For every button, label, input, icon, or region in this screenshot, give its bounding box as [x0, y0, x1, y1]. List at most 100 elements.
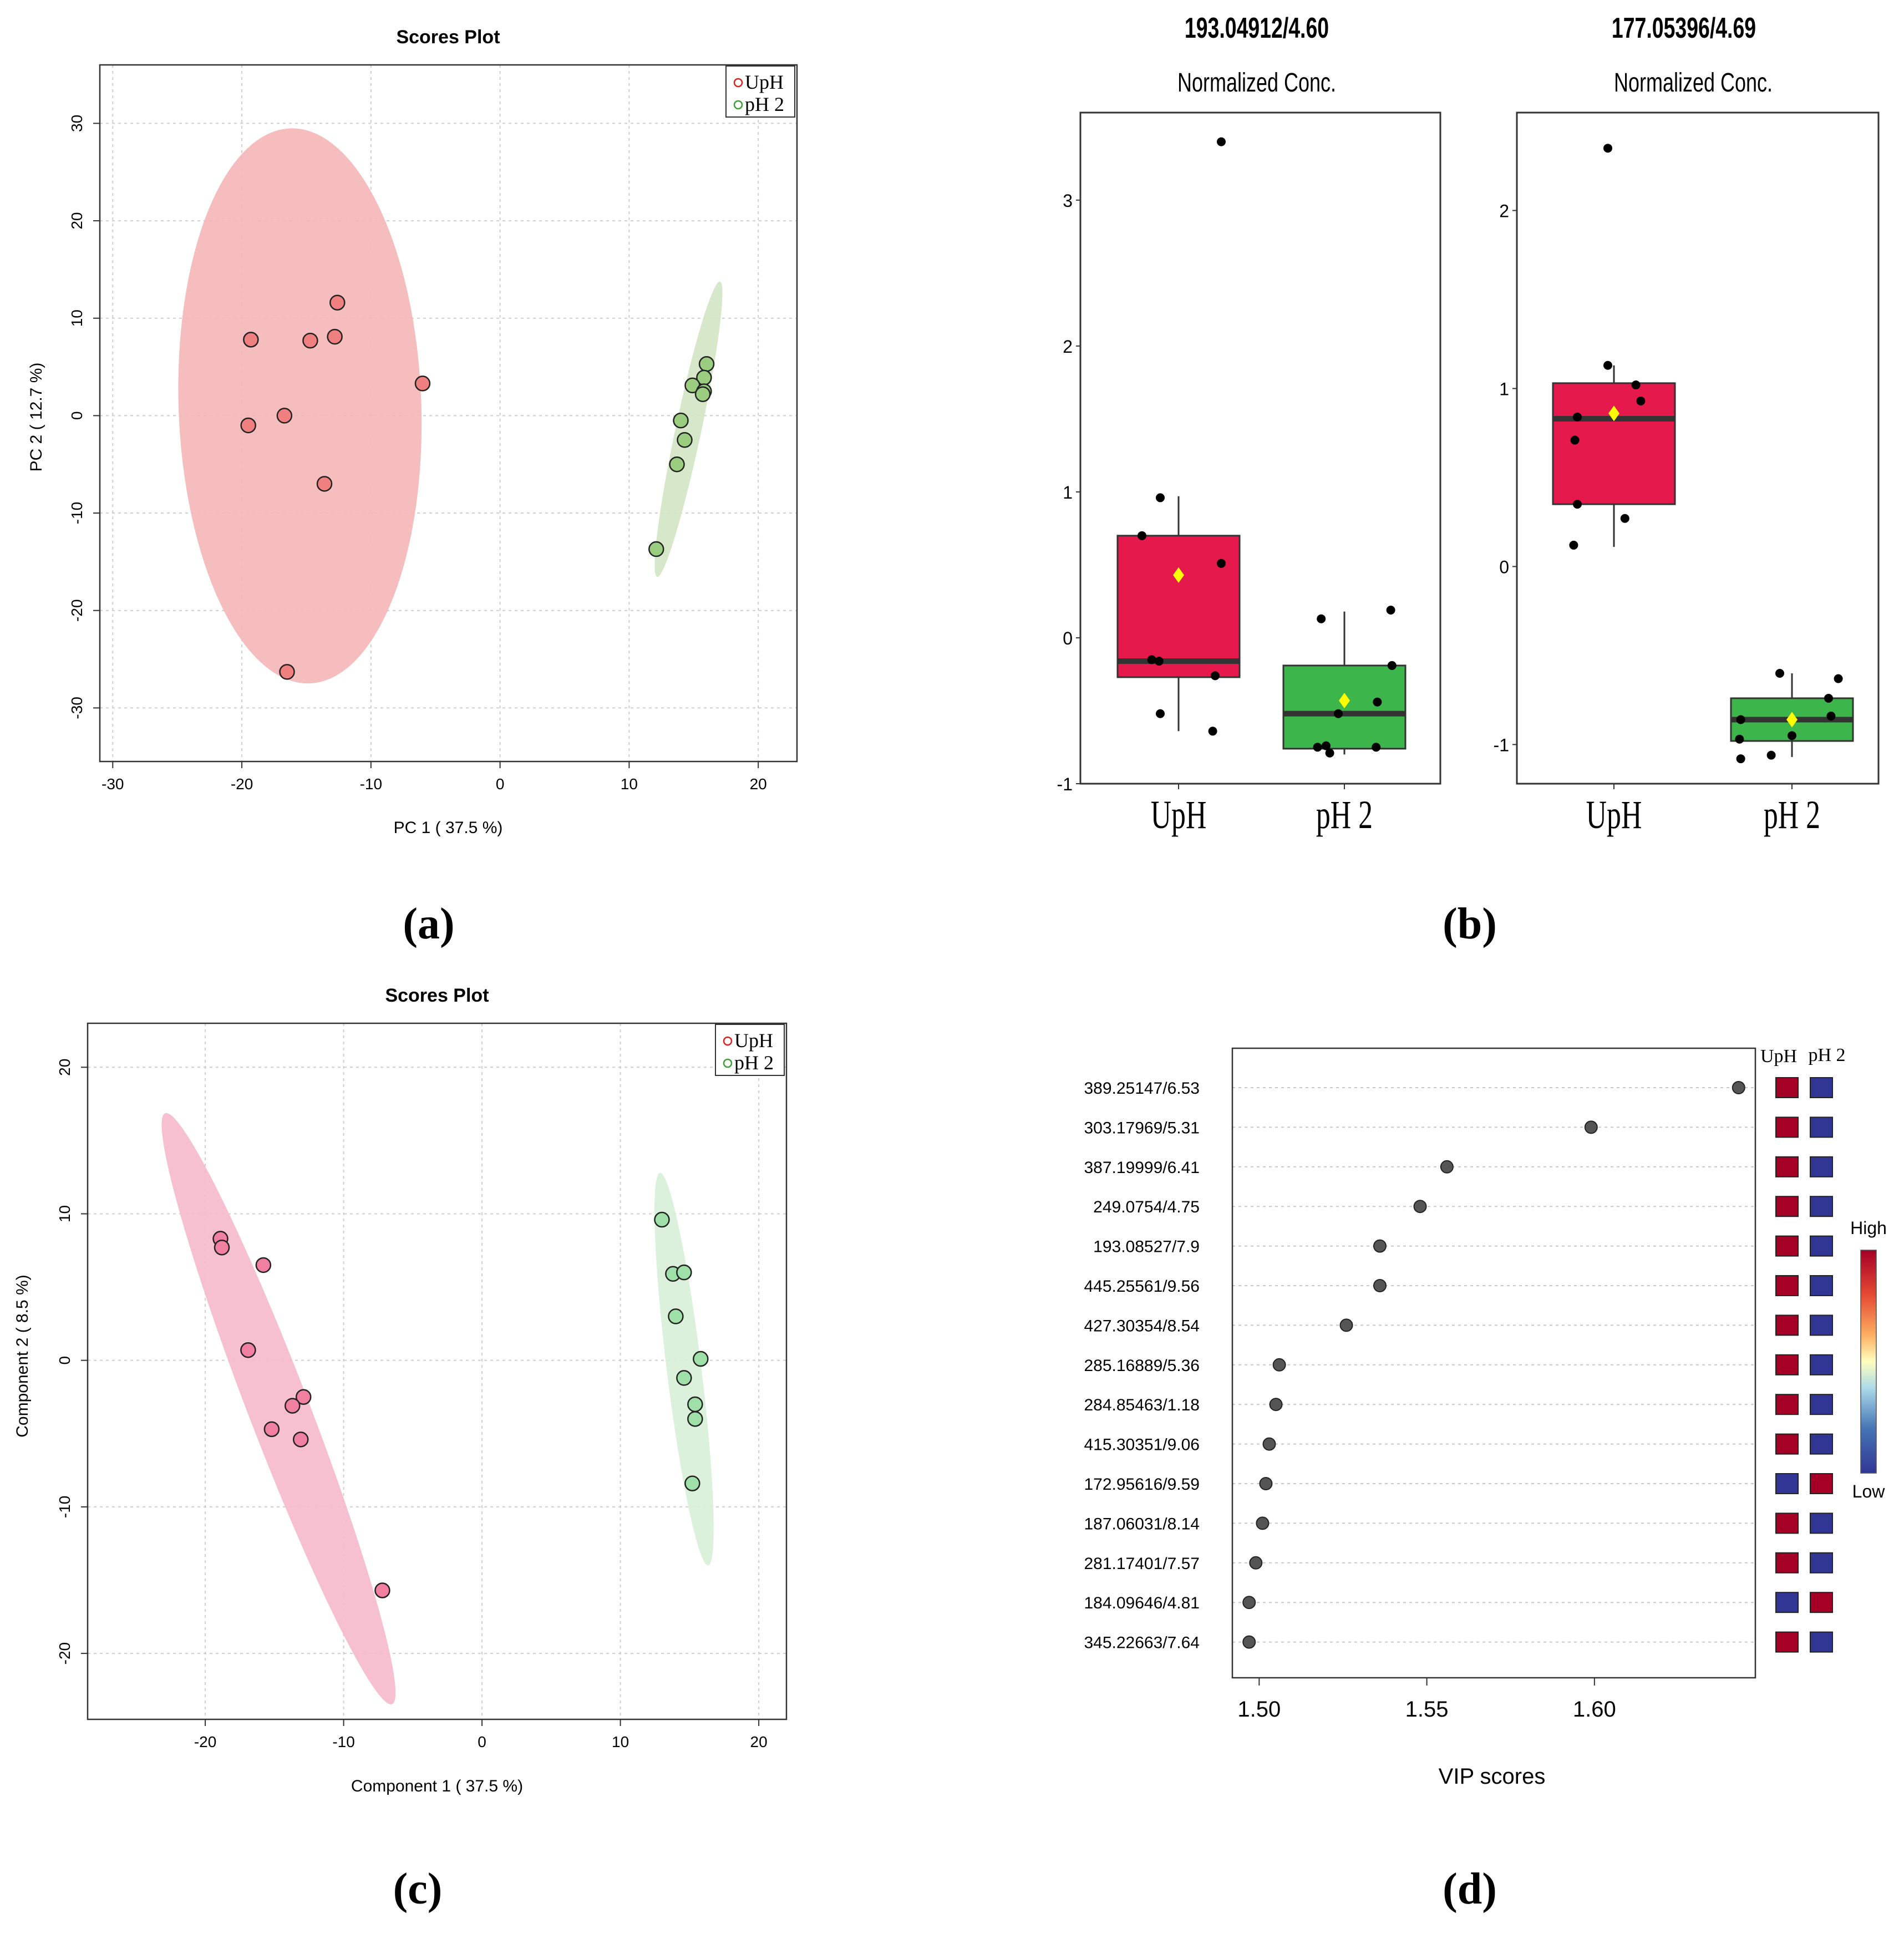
data-point-uph	[295, 1389, 312, 1405]
heatmap-cell-ph2	[1810, 1116, 1833, 1138]
colorbar-high-label: High	[1850, 1218, 1887, 1238]
data-point-uph	[1603, 144, 1612, 153]
data-point-uph	[1156, 709, 1165, 718]
legend-marker-uph	[733, 78, 743, 88]
data-point-uph	[292, 1432, 309, 1448]
feature-label: 427.30354/8.54	[1084, 1317, 1200, 1335]
vip-point	[1584, 1120, 1598, 1134]
panel-b-boxplot-2: 177.05396/4.69 Normalized Conc.	[1612, 12, 1773, 97]
data-point-uph	[240, 417, 256, 434]
heatmap-cell-ph2	[1810, 1275, 1833, 1296]
heatmap-cell-uph	[1775, 1394, 1799, 1415]
feature-label: 284.85463/1.18	[1084, 1396, 1200, 1414]
heatmap-cell-ph2	[1810, 1592, 1833, 1613]
heatmap-cell-uph	[1775, 1235, 1799, 1257]
data-point-uph	[316, 476, 333, 492]
y-tick-label: -10	[56, 1496, 73, 1518]
data-point-uph	[1636, 396, 1646, 405]
data-point-uph	[1154, 657, 1164, 666]
heatmap-cell-uph	[1775, 1116, 1799, 1138]
panel-c-xlabel: Component 1 ( 37.5 %)	[351, 1777, 523, 1795]
panel-a-xlabel: PC 1 ( 37.5 %)	[394, 819, 503, 837]
legend-marker-ph2	[733, 100, 743, 110]
vip-point	[1242, 1635, 1256, 1649]
plot-frame	[1516, 111, 1880, 785]
data-point-ph2	[676, 1264, 692, 1281]
y-tick-label: 0	[68, 412, 85, 420]
legend-box	[725, 65, 795, 118]
y-tick-label: 2	[1499, 201, 1509, 221]
heatmap-cell-uph	[1775, 1354, 1799, 1375]
heatmap-cell-uph	[1775, 1592, 1799, 1613]
panel-a-scores-plot: Scores Plot PC 1 ( 37.5 %) PC 2 ( 12.7 %…	[27, 27, 502, 837]
data-point-ph2	[687, 1396, 703, 1413]
y-tick-label: -20	[56, 1642, 73, 1664]
vip-point	[1732, 1081, 1745, 1094]
mean-marker-uph	[1173, 567, 1184, 583]
vip-point	[1259, 1477, 1273, 1490]
panel-a-ylabel: PC 2 ( 12.7 %)	[27, 363, 45, 472]
data-point-uph	[1217, 559, 1226, 568]
confidence-ellipse-uph	[161, 1113, 396, 1705]
data-point-uph	[327, 328, 343, 345]
data-point-uph	[1147, 655, 1156, 664]
colorbar-low-label: Low	[1852, 1481, 1886, 1501]
plot-frame	[99, 64, 798, 763]
feature-label: 187.06031/8.14	[1084, 1515, 1200, 1533]
data-point-ph2	[1788, 731, 1796, 740]
data-point-ph2	[1322, 741, 1331, 750]
heatmap-cell-uph	[1775, 1552, 1799, 1573]
plot-frame	[1231, 1047, 1756, 1679]
panel-b2-title: 177.05396/4.69	[1612, 12, 1756, 44]
data-point-uph	[1138, 531, 1146, 540]
panel-b2-subtitle: Normalized Conc.	[1614, 68, 1773, 97]
vip-point	[1256, 1516, 1270, 1530]
data-point-ph2	[1386, 605, 1395, 615]
feature-label: 387.19999/6.41	[1084, 1159, 1200, 1177]
data-point-uph	[1603, 361, 1612, 370]
y-tick-label: 2	[1063, 337, 1073, 357]
vip-point	[1249, 1556, 1263, 1570]
mean-marker-uph	[1608, 405, 1619, 422]
legend-label-ph2: pH 2	[734, 1052, 774, 1074]
y-tick-label: -10	[68, 502, 85, 524]
feature-label: 389.25147/6.53	[1084, 1079, 1200, 1098]
vip-point	[1242, 1596, 1256, 1610]
panel-label-a: (a)	[403, 900, 454, 948]
data-point-uph	[1217, 137, 1226, 146]
x-tick-label: UpH	[1586, 793, 1642, 837]
x-tick-label: 10	[621, 775, 638, 793]
y-tick-label: 1	[1063, 483, 1073, 502]
x-tick-label: 1.60	[1573, 1697, 1616, 1722]
mean-marker-ph2	[1786, 712, 1798, 728]
feature-label: 249.0754/4.75	[1093, 1198, 1200, 1216]
data-point-uph	[1573, 500, 1582, 509]
x-tick-label: 1.55	[1405, 1697, 1449, 1722]
feature-label: 445.25561/9.56	[1084, 1277, 1200, 1296]
x-tick-label: 20	[750, 1733, 768, 1750]
data-point-uph	[1570, 435, 1580, 445]
x-tick-label: pH 2	[1316, 793, 1373, 837]
plot-frame	[1079, 111, 1441, 785]
colorbar	[1860, 1250, 1877, 1474]
feature-label: 303.17969/5.31	[1084, 1119, 1200, 1137]
confidence-ellipse-uph	[178, 128, 422, 684]
data-point-uph	[374, 1582, 390, 1598]
box-uph	[1116, 535, 1241, 678]
plot-frame	[87, 1022, 788, 1720]
feature-label: 184.09646/4.81	[1084, 1594, 1200, 1612]
x-tick-label: -20	[231, 775, 253, 793]
data-point-ph2	[1736, 715, 1745, 724]
confidence-ellipse-ph2	[654, 1172, 714, 1566]
data-point-ph2	[698, 356, 715, 372]
vip-point	[1440, 1160, 1454, 1174]
vip-point	[1373, 1239, 1387, 1253]
data-point-ph2	[1313, 743, 1322, 752]
heatmap-cell-uph	[1775, 1433, 1799, 1455]
panel-c-scores-plot: Scores Plot Component 1 ( 37.5 %) Compon…	[13, 985, 523, 1795]
data-point-uph	[1211, 671, 1220, 681]
data-point-ph2	[693, 1351, 709, 1367]
data-point-ph2	[673, 412, 689, 429]
